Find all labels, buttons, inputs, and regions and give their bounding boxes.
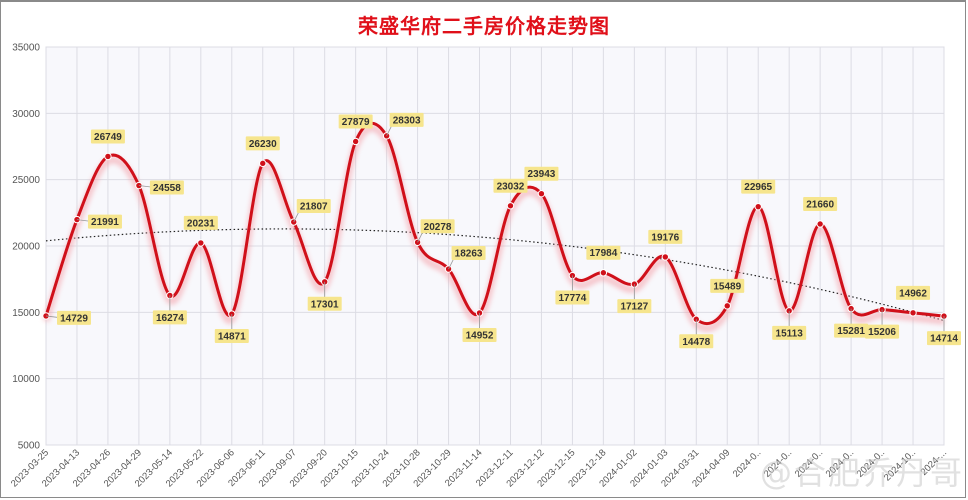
data-label: 17127	[617, 284, 652, 314]
svg-text:23032: 23032	[497, 181, 525, 192]
data-label: 17301	[307, 281, 342, 311]
y-tick-label: 10000	[12, 374, 40, 385]
svg-text:21660: 21660	[806, 199, 834, 210]
data-label: 17984	[586, 245, 621, 260]
data-label: 20278	[417, 219, 455, 243]
data-label: 22965	[741, 179, 776, 194]
data-label: 14952	[462, 312, 497, 342]
svg-text:15489: 15489	[713, 281, 741, 292]
data-label: 27879	[338, 114, 373, 129]
svg-text:17127: 17127	[620, 302, 648, 313]
svg-text:28303: 28303	[393, 115, 421, 126]
svg-text:17301: 17301	[311, 299, 339, 310]
x-tick-label: 2024-0..	[793, 447, 825, 479]
y-tick-label: 5000	[18, 441, 41, 452]
svg-text:15281: 15281	[837, 326, 865, 337]
y-tick-label: 30000	[12, 109, 40, 120]
data-point[interactable]	[506, 202, 515, 210]
data-point[interactable]	[816, 220, 824, 228]
data-label: 14714	[927, 316, 961, 346]
svg-text:14478: 14478	[682, 337, 710, 348]
svg-text:27879: 27879	[342, 117, 370, 128]
data-point[interactable]	[754, 202, 762, 211]
svg-text:20231: 20231	[187, 218, 215, 229]
y-tick-label: 20000	[12, 242, 40, 253]
data-label: 15489	[710, 278, 745, 293]
x-tick-label: 2024-0..	[731, 447, 763, 479]
data-label: 23032	[493, 178, 528, 193]
x-tick-label: 2024-10..	[882, 447, 918, 483]
data-point[interactable]	[413, 238, 422, 247]
svg-text:20278: 20278	[424, 222, 452, 233]
x-tick-label: 2024-0..	[762, 447, 794, 479]
data-label: 14729	[45, 310, 91, 325]
data-point[interactable]	[444, 265, 453, 273]
y-tick-label: 15000	[12, 308, 40, 319]
svg-text:14714: 14714	[930, 334, 958, 345]
data-label: 14478	[679, 319, 714, 349]
data-point[interactable]	[259, 159, 267, 168]
svg-text:19176: 19176	[651, 232, 679, 243]
data-label: 18263	[448, 246, 486, 270]
data-label: 26749	[90, 129, 125, 144]
data-label: 15281	[834, 308, 869, 338]
svg-text:14871: 14871	[218, 332, 246, 343]
svg-text:17774: 17774	[559, 293, 587, 304]
svg-text:21991: 21991	[91, 217, 119, 228]
data-label: 21991	[76, 214, 122, 229]
data-label: 14871	[214, 314, 249, 344]
svg-text:21807: 21807	[300, 202, 328, 213]
data-point[interactable]	[661, 253, 670, 261]
x-tick-label: 2024-...	[919, 447, 950, 478]
trend-line	[45, 228, 945, 322]
svg-text:26230: 26230	[249, 139, 277, 150]
svg-text:26749: 26749	[94, 132, 122, 143]
svg-text:17984: 17984	[589, 248, 617, 259]
data-point[interactable]	[382, 132, 391, 140]
svg-text:15113: 15113	[776, 328, 804, 339]
data-point[interactable]	[909, 309, 917, 317]
data-point[interactable]	[197, 239, 205, 247]
data-label: 17774	[555, 275, 590, 305]
data-label: 28303	[386, 112, 424, 137]
svg-text:15206: 15206	[868, 327, 896, 338]
chart-title: 荣盛华府二手房价格走势图	[358, 14, 610, 38]
data-label: 15113	[772, 310, 807, 340]
svg-text:22965: 22965	[744, 182, 772, 193]
svg-text:23943: 23943	[528, 169, 556, 180]
data-point[interactable]	[723, 302, 731, 310]
svg-text:24558: 24558	[153, 183, 181, 194]
data-label: 14962	[896, 285, 931, 300]
svg-text:14952: 14952	[466, 330, 494, 341]
svg-text:18263: 18263	[455, 249, 483, 260]
data-labels: 14729 21991 26749 24558 16274 20231 14871 26230…	[45, 112, 961, 349]
svg-text:14729: 14729	[60, 313, 88, 324]
data-label: 16274	[152, 295, 187, 325]
data-label: 20231	[183, 215, 218, 230]
data-point[interactable]	[599, 269, 608, 277]
data-label: 26230	[245, 136, 280, 151]
data-point[interactable]	[290, 218, 298, 226]
data-label: 24558	[138, 180, 184, 195]
data-label: 23943	[524, 166, 559, 181]
svg-text:14962: 14962	[899, 288, 927, 299]
svg-text:16274: 16274	[156, 313, 184, 324]
data-point[interactable]	[537, 189, 546, 198]
data-point[interactable]	[104, 152, 112, 161]
data-label: 19176	[648, 229, 683, 244]
data-label: 15206	[865, 309, 900, 339]
y-tick-label: 25000	[12, 175, 40, 186]
x-axis: 2023-03-252023-04-132023-04-262023-04-29…	[9, 447, 949, 489]
y-axis: 5000 10000 15000 20000 25000 30000 35000	[12, 43, 40, 452]
data-label: 21660	[803, 196, 838, 211]
data-label: 21807	[293, 199, 331, 223]
grid-lines	[45, 46, 945, 446]
x-tick-label: 2024-0..	[824, 447, 856, 479]
data-point[interactable]	[351, 137, 360, 146]
y-tick-label: 35000	[12, 43, 40, 54]
